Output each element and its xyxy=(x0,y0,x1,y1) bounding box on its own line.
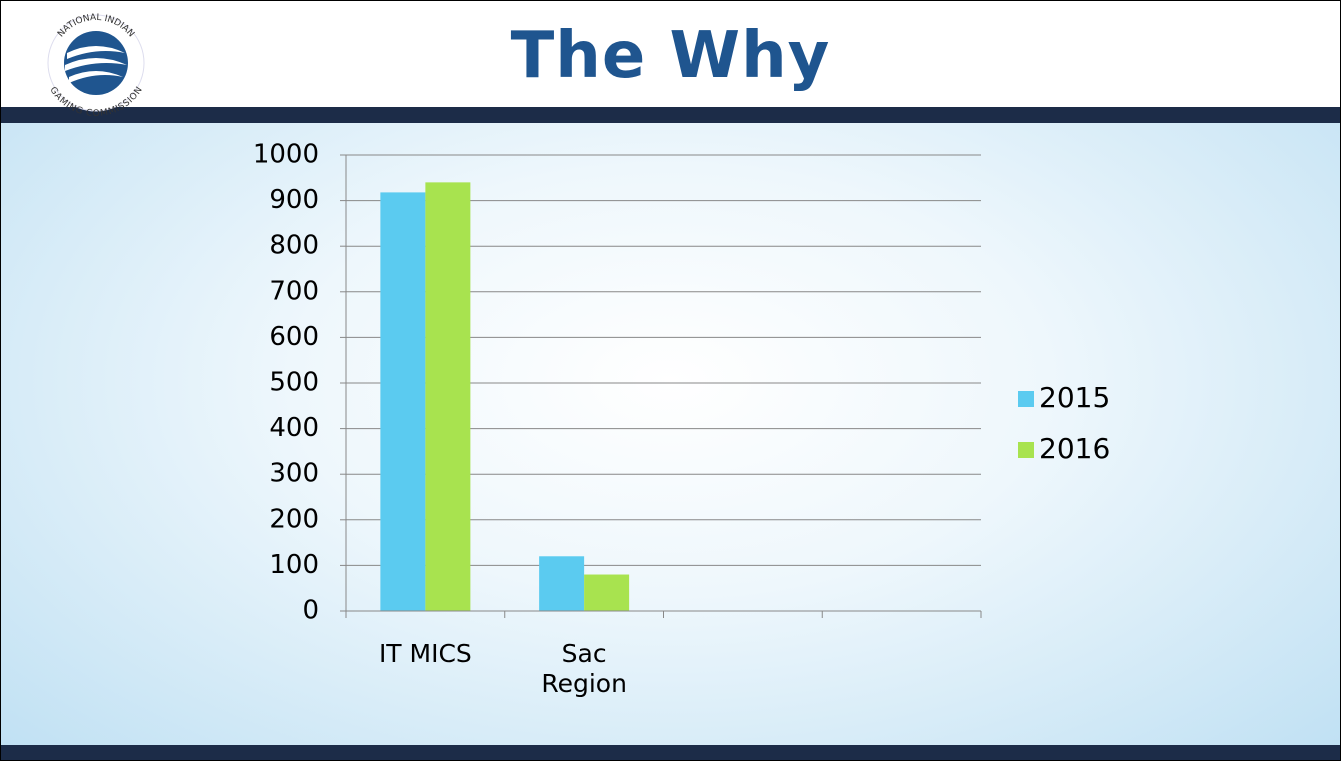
legend-label: 2015 xyxy=(1039,381,1110,414)
logo-wave xyxy=(65,58,127,71)
legend-label: 2016 xyxy=(1039,432,1110,465)
y-tick-label: 200 xyxy=(269,504,319,534)
slide-title: The Why xyxy=(510,19,831,93)
footer-band xyxy=(1,745,1340,760)
y-tick-label: 1000 xyxy=(253,140,319,170)
legend-swatch xyxy=(1018,391,1034,407)
y-tick-label: 600 xyxy=(269,322,319,352)
header xyxy=(1,1,1340,107)
y-tick-label: 700 xyxy=(269,276,319,306)
bar xyxy=(425,182,471,612)
y-tick-label: 500 xyxy=(269,368,319,398)
bar xyxy=(584,574,630,611)
header-band xyxy=(1,107,1340,123)
legend-swatch xyxy=(1018,442,1034,458)
logo: NATIONAL INDIAN GAMING COMMISSION xyxy=(47,13,145,119)
y-tick-label: 300 xyxy=(269,459,319,489)
y-tick-label: 100 xyxy=(269,550,319,580)
x-tick-label: IT MICS xyxy=(378,639,472,668)
logo-wave xyxy=(67,46,125,59)
y-tick-label: 0 xyxy=(302,596,319,626)
bar xyxy=(539,556,585,611)
logo-wave xyxy=(69,71,123,83)
y-tick-label: 800 xyxy=(269,231,319,261)
y-tick-label: 400 xyxy=(269,413,319,443)
x-tick-label: Sac Region xyxy=(541,639,627,698)
y-tick-label: 900 xyxy=(269,185,319,215)
bar xyxy=(380,192,426,611)
